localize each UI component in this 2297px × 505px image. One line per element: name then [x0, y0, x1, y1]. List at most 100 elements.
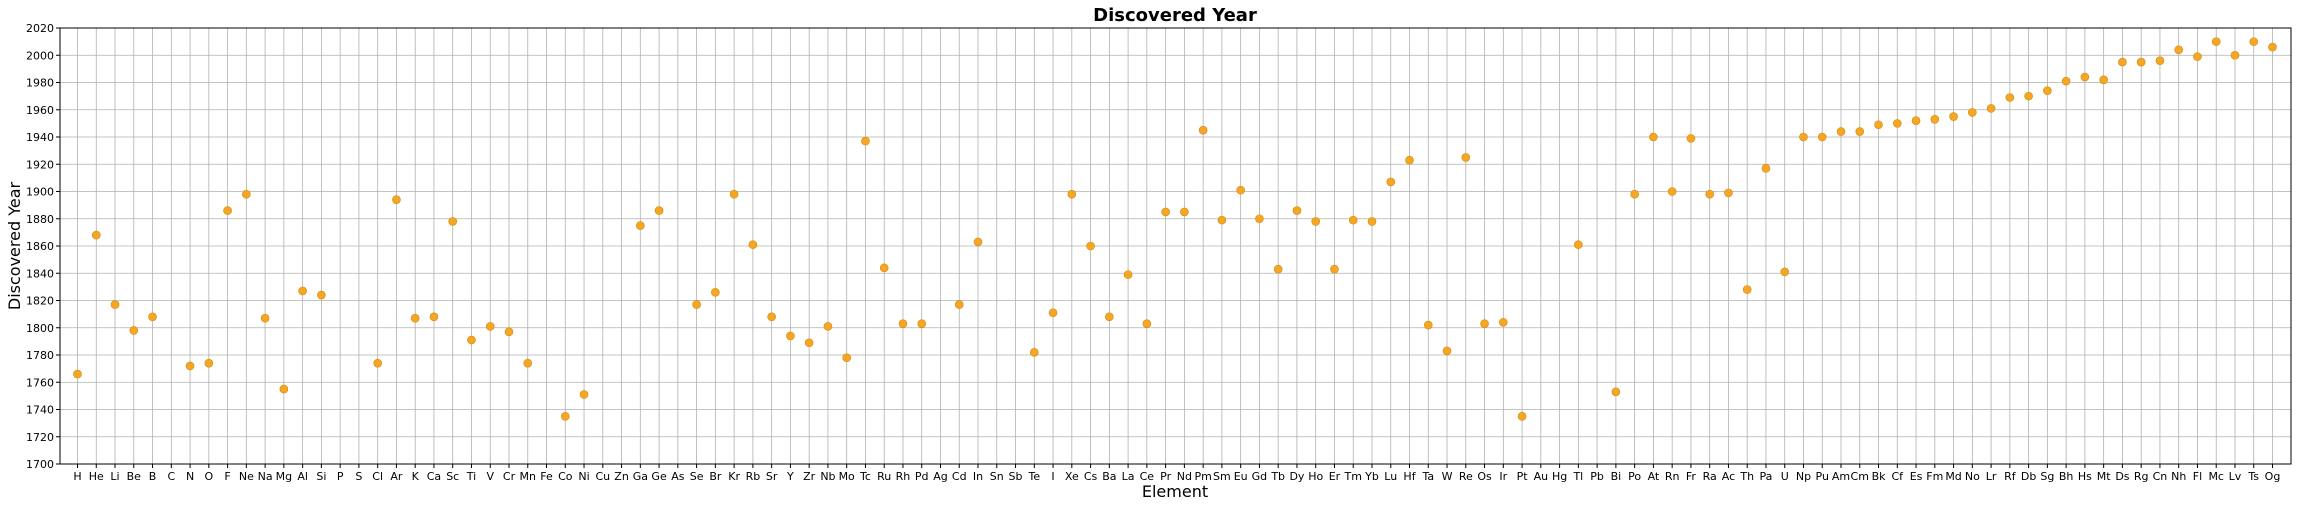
x-tick-label: Be	[127, 470, 142, 483]
data-point	[1029, 347, 1039, 357]
data-point	[1686, 134, 1696, 143]
data-point	[1405, 155, 1414, 165]
x-tick-label: Es	[1910, 470, 1923, 483]
data-point	[410, 313, 420, 323]
data-point	[636, 221, 645, 230]
x-tick-label: Ti	[466, 470, 476, 483]
data-point	[2005, 93, 2015, 102]
data-point	[1874, 120, 1883, 130]
x-tick-label: Cr	[503, 470, 516, 483]
data-point	[129, 326, 139, 335]
data-point	[2136, 57, 2146, 67]
x-tick-label: Fe	[540, 470, 553, 483]
x-tick-label: Ra	[1703, 470, 1717, 483]
x-tick-label: Sb	[1009, 470, 1023, 483]
x-tick-label: Bk	[1872, 470, 1887, 483]
data-point	[879, 263, 889, 273]
data-point	[1161, 207, 1170, 217]
x-tick-label: Dy	[1289, 470, 1304, 483]
y-tick-label: 1820	[26, 295, 54, 308]
x-tick-label: Cn	[2153, 470, 2168, 483]
data-point	[1386, 177, 1396, 187]
x-tick-label: W	[1442, 470, 1453, 483]
x-tick-label: Np	[1796, 470, 1811, 483]
x-tick-label: Pu	[1816, 470, 1829, 483]
x-tick-label: Bh	[2059, 470, 2074, 483]
x-tick-label: U	[1781, 470, 1789, 483]
data-point	[1423, 320, 1433, 330]
data-point	[1574, 240, 1583, 249]
data-point	[204, 358, 214, 368]
x-tick-label: Lv	[2229, 470, 2242, 483]
x-tick-label: Ta	[1421, 470, 1434, 483]
data-point	[223, 206, 232, 215]
data-point	[1761, 164, 1771, 173]
data-point	[1348, 215, 1358, 225]
data-point	[1367, 217, 1377, 226]
data-point	[1817, 132, 1827, 142]
data-point	[2174, 45, 2183, 55]
data-point	[1086, 241, 1095, 251]
y-tick-label: 1740	[26, 404, 54, 417]
y-tick-label: 1900	[26, 186, 54, 199]
y-tick-label: 1940	[26, 131, 54, 144]
x-tick-label: Na	[258, 470, 273, 483]
y-tick-label: 1920	[26, 158, 54, 171]
data-point	[1236, 185, 1245, 195]
data-point	[504, 327, 514, 337]
x-tick-label: Ga	[633, 470, 648, 483]
data-point	[1067, 189, 1077, 199]
x-tick-label: Er	[1329, 470, 1341, 483]
x-tick-label: Hg	[1552, 470, 1567, 483]
data-point	[298, 286, 307, 296]
data-point	[91, 230, 101, 240]
x-tick-label: B	[149, 470, 157, 483]
data-point	[1836, 127, 1846, 136]
x-tick-label: Nb	[820, 470, 835, 483]
plot-frame	[59, 27, 2292, 465]
data-point	[185, 361, 195, 371]
data-point	[786, 331, 795, 341]
x-tick-label: Ge	[651, 470, 667, 483]
y-tick-label: 1980	[26, 77, 54, 90]
x-tick-label: Cs	[1084, 470, 1098, 483]
x-tick-label: La	[1122, 470, 1135, 483]
data-point	[523, 358, 533, 368]
data-point	[2211, 37, 2221, 46]
x-tick-label: I	[1051, 470, 1054, 483]
data-point	[110, 300, 120, 309]
x-tick-label: No	[1965, 470, 1980, 483]
data-point	[1311, 217, 1321, 226]
x-tick-label: Mo	[839, 470, 855, 483]
data-point	[1198, 125, 1208, 135]
y-tick-label: 2000	[26, 49, 54, 62]
x-tick-label: Sn	[990, 470, 1004, 483]
x-axis-label: Element	[1142, 482, 1208, 501]
x-tick-label: Rg	[2134, 470, 2149, 483]
x-tick-label: He	[89, 470, 104, 483]
x-tick-label: Pb	[1590, 470, 1604, 483]
x-tick-label: Zr	[803, 470, 816, 483]
x-tick-label: Rf	[2004, 470, 2017, 483]
data-point	[1292, 206, 1302, 215]
data-point	[1517, 412, 1527, 421]
x-tick-label: Nd	[1177, 470, 1192, 483]
data-point	[1461, 153, 1471, 162]
x-tick-label: Ca	[427, 470, 441, 483]
x-axis-ticks: H He Li Be B C N O F Ne Na Mg Al Si P S Cl Ar K Ca Sc Ti V Cr Mn…	[73, 464, 2280, 483]
y-tick-label: 1800	[26, 322, 54, 335]
x-tick-label: Xe	[1065, 470, 1079, 483]
x-tick-label: Cl	[372, 470, 383, 483]
x-tick-label: Lr	[1986, 470, 1997, 483]
x-tick-label: Ho	[1308, 470, 1323, 483]
data-point	[1799, 132, 1808, 142]
data-point	[1630, 189, 1639, 199]
x-tick-label: Am	[1832, 470, 1850, 483]
grid-lines	[60, 27, 2291, 465]
y-tick-label: 1720	[26, 431, 54, 444]
x-tick-label: Ce	[1140, 470, 1155, 483]
data-point	[1724, 188, 1733, 198]
chart-title: Discovered Year	[1093, 5, 1257, 26]
x-tick-label: As	[671, 470, 685, 483]
x-tick-label: Br	[709, 470, 722, 483]
